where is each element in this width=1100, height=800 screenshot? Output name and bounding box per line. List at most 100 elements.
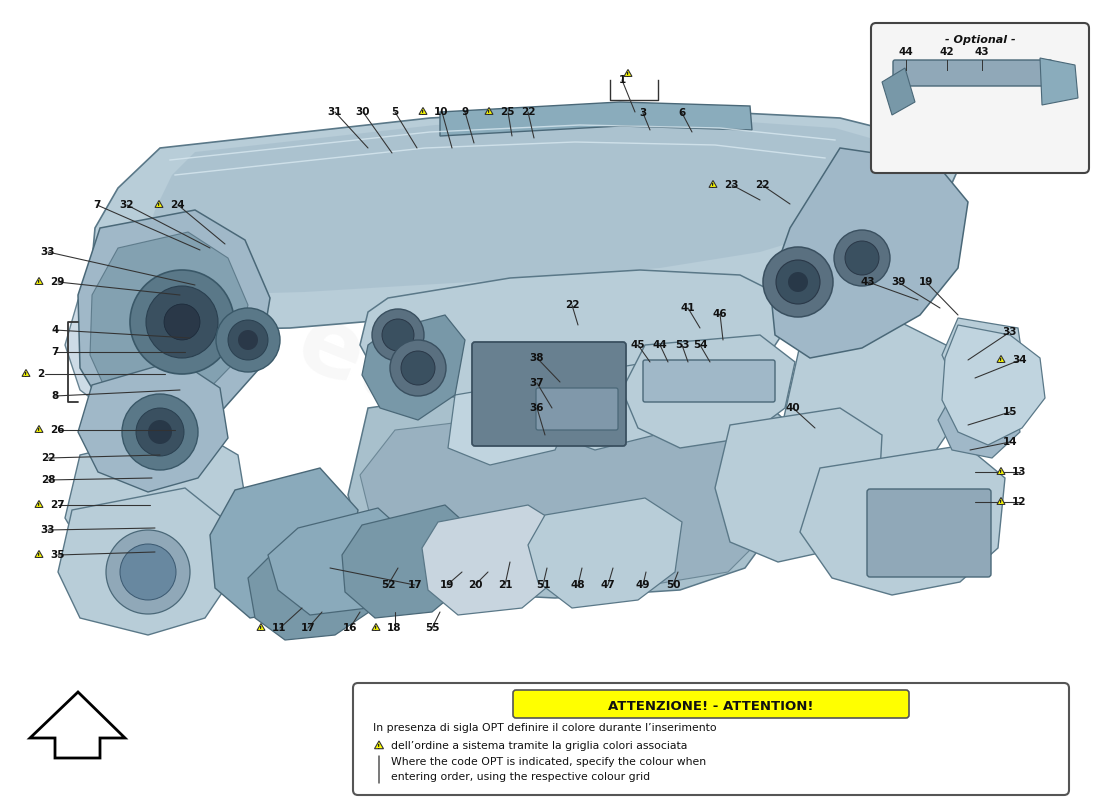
Text: !: ! — [37, 502, 41, 509]
Polygon shape — [65, 270, 235, 425]
Text: 19: 19 — [918, 277, 933, 287]
Text: 33: 33 — [1003, 327, 1018, 337]
Text: 24: 24 — [170, 200, 185, 210]
Polygon shape — [780, 322, 958, 488]
Polygon shape — [30, 692, 125, 758]
Polygon shape — [90, 232, 248, 412]
Polygon shape — [942, 318, 1025, 400]
Polygon shape — [440, 102, 752, 136]
Text: 19: 19 — [440, 580, 454, 590]
Polygon shape — [621, 335, 795, 448]
Text: 53: 53 — [674, 340, 690, 350]
Text: 33: 33 — [41, 247, 55, 257]
Polygon shape — [422, 505, 565, 615]
Text: 45: 45 — [630, 340, 646, 350]
Polygon shape — [78, 360, 228, 492]
FancyBboxPatch shape — [644, 360, 776, 402]
Circle shape — [788, 272, 808, 292]
Text: !: ! — [374, 626, 377, 631]
Text: a pas: a pas — [371, 465, 529, 566]
Circle shape — [216, 308, 280, 372]
Text: !: ! — [37, 553, 41, 558]
Text: 50: 50 — [666, 580, 680, 590]
Text: 21: 21 — [497, 580, 513, 590]
Text: 13: 13 — [1012, 467, 1026, 477]
Text: 2: 2 — [37, 369, 44, 379]
Text: 42: 42 — [939, 47, 955, 57]
Circle shape — [146, 286, 218, 358]
Text: 54: 54 — [693, 340, 707, 350]
Text: 39: 39 — [891, 277, 905, 287]
Text: 38: 38 — [530, 353, 544, 363]
Text: 1: 1 — [618, 75, 626, 85]
Text: 22: 22 — [520, 107, 536, 117]
FancyBboxPatch shape — [353, 683, 1069, 795]
FancyBboxPatch shape — [893, 60, 1052, 86]
Text: !: ! — [626, 71, 629, 78]
FancyBboxPatch shape — [867, 489, 991, 577]
Text: 43: 43 — [975, 47, 989, 57]
Polygon shape — [22, 370, 30, 377]
Circle shape — [120, 544, 176, 600]
Polygon shape — [35, 426, 43, 433]
Text: 23: 23 — [724, 180, 738, 190]
Text: 9: 9 — [461, 107, 469, 117]
Text: europ: europ — [284, 297, 606, 499]
Text: !: ! — [37, 427, 41, 434]
Polygon shape — [248, 522, 385, 640]
Text: 17: 17 — [300, 623, 316, 633]
Text: 51: 51 — [536, 580, 550, 590]
Text: 22: 22 — [755, 180, 769, 190]
Polygon shape — [140, 118, 920, 295]
Text: 22: 22 — [41, 453, 55, 463]
Polygon shape — [485, 107, 493, 114]
FancyBboxPatch shape — [513, 690, 909, 718]
Text: Where the code OPT is indicated, specify the colour when: Where the code OPT is indicated, specify… — [390, 757, 706, 767]
Circle shape — [382, 319, 414, 351]
Text: 7: 7 — [52, 347, 58, 357]
Text: !: ! — [37, 279, 41, 286]
Text: !: ! — [157, 202, 161, 209]
FancyBboxPatch shape — [472, 342, 626, 446]
Circle shape — [402, 351, 434, 385]
Polygon shape — [90, 110, 960, 330]
Circle shape — [148, 420, 172, 444]
Polygon shape — [942, 325, 1045, 445]
Polygon shape — [360, 410, 776, 588]
Text: !: ! — [260, 626, 263, 631]
Text: 885: 885 — [492, 358, 708, 518]
Polygon shape — [342, 505, 475, 618]
Text: 18: 18 — [387, 623, 402, 633]
Text: 22: 22 — [564, 300, 580, 310]
Polygon shape — [882, 68, 915, 115]
Polygon shape — [348, 382, 790, 598]
Circle shape — [390, 340, 446, 396]
Text: 28: 28 — [41, 475, 55, 485]
Text: 43: 43 — [860, 277, 876, 287]
Polygon shape — [372, 623, 379, 630]
Text: 17: 17 — [408, 580, 422, 590]
Text: 27: 27 — [50, 500, 65, 510]
Text: 4: 4 — [52, 325, 58, 335]
Polygon shape — [715, 408, 882, 562]
Polygon shape — [35, 278, 43, 285]
Circle shape — [164, 304, 200, 340]
Text: 31: 31 — [328, 107, 342, 117]
Text: 10: 10 — [434, 107, 449, 117]
Circle shape — [122, 394, 198, 470]
FancyBboxPatch shape — [871, 23, 1089, 173]
Text: 52: 52 — [381, 580, 395, 590]
Text: 14: 14 — [1003, 437, 1018, 447]
Polygon shape — [362, 315, 465, 420]
Text: entering order, using the respective colour grid: entering order, using the respective col… — [390, 772, 650, 782]
Text: 33: 33 — [41, 525, 55, 535]
Polygon shape — [448, 378, 572, 465]
Circle shape — [834, 230, 890, 286]
Polygon shape — [528, 498, 682, 608]
Text: !: ! — [487, 110, 491, 115]
Polygon shape — [997, 498, 1005, 505]
Polygon shape — [997, 467, 1005, 474]
Text: 46: 46 — [713, 309, 727, 319]
Polygon shape — [65, 428, 248, 575]
Polygon shape — [710, 181, 717, 187]
